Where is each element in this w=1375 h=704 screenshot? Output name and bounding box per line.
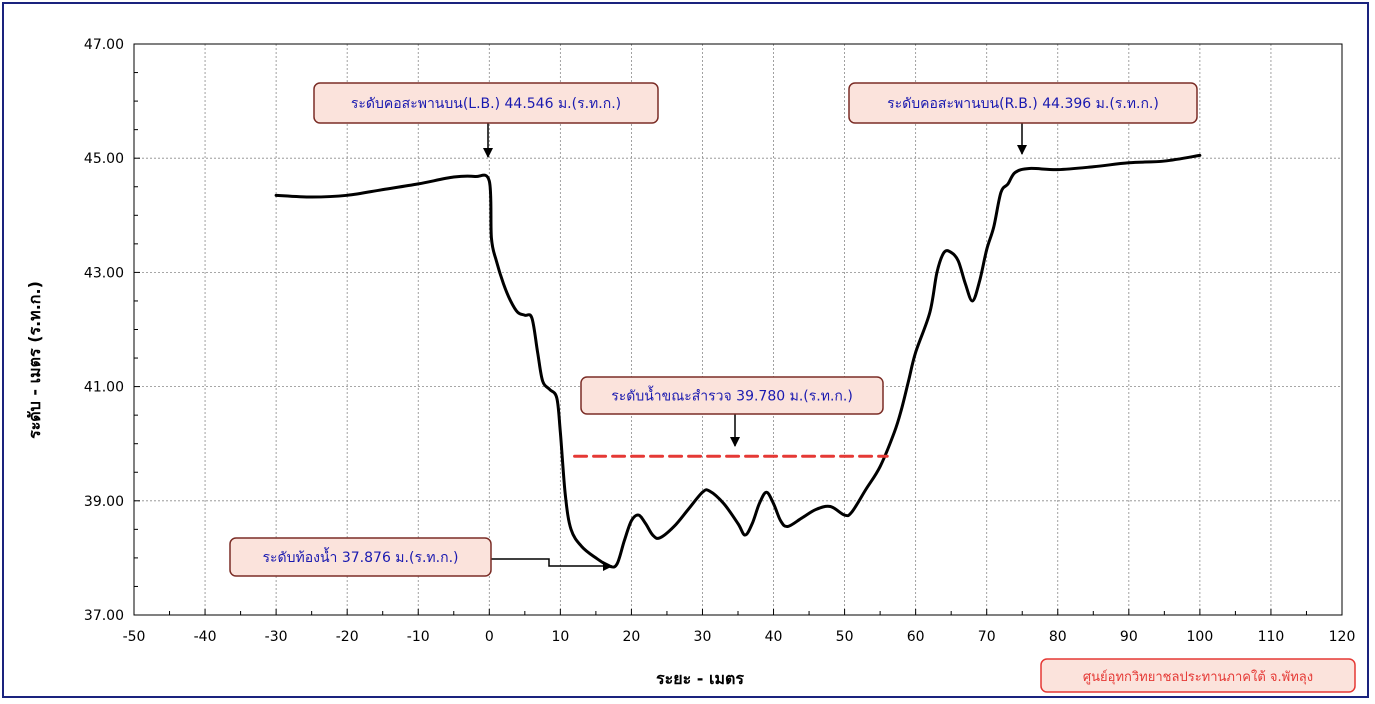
y-tick-label: 41.00	[84, 380, 124, 396]
y-tick-label: 47.00	[84, 37, 124, 53]
annotation-box: ระดับท้องน้ำ 37.876 ม.(ร.ท.ก.)	[229, 537, 492, 577]
annotation-label: ระดับน้ำขณะสำรวจ 39.780 ม.(ร.ท.ก.)	[611, 386, 853, 405]
x-tick-label: 120	[1329, 629, 1356, 645]
credit-label: ศูนย์อุทกวิทยาชลประทานภาคใต้ จ.พัทลุง	[1083, 669, 1313, 685]
annotation-box-frame	[848, 82, 1198, 124]
y-axis-title: ระดับ - เมตร (ร.ท.ก.)	[25, 281, 44, 439]
annotation-box-frame	[313, 82, 659, 124]
x-tick-label: -40	[194, 629, 217, 645]
y-tick-label: 37.00	[84, 608, 124, 624]
x-tick-label: -30	[265, 629, 288, 645]
annotation-label: ระดับคอสะพานบน(R.B.) 44.396 ม.(ร.ท.ก.)	[887, 96, 1159, 112]
credit-box-frame	[1040, 658, 1356, 693]
plot-area-border	[133, 43, 1343, 616]
x-tick-label: 20	[622, 629, 640, 645]
y-tick-label: 43.00	[84, 265, 124, 281]
x-tick-label: -10	[407, 629, 430, 645]
annotation-box-frame	[229, 537, 492, 577]
annotation-arrow	[491, 558, 613, 571]
y-tick-label: 39.00	[84, 494, 124, 510]
annotation-box-frame	[580, 376, 884, 415]
credit-box: ศูนย์อุทกวิทยาชลประทานภาคใต้ จ.พัทลุง	[1040, 658, 1356, 693]
annotation-label: ระดับท้องน้ำ 37.876 ม.(ร.ท.ก.)	[263, 547, 459, 566]
annotation-label: ระดับคอสะพานบน(L.B.) 44.546 ม.(ร.ท.ก.)	[351, 96, 621, 112]
annotation-boxes: ระดับคอสะพานบน(L.B.) 44.546 ม.(ร.ท.ก.) ระ…	[229, 82, 1198, 577]
x-axis-title: ระยะ - เมตร	[656, 669, 744, 688]
y-tick-labels: 37.00 39.00 41.00 43.00 45.00 47.00	[84, 37, 124, 624]
x-tick-label: 80	[1049, 629, 1067, 645]
x-tick-label: 0	[485, 629, 494, 645]
x-tick-labels: -50 -40 -30 -20 -10 0 10 20 30 40 50 60 70 80 90 100 110…	[123, 629, 1356, 645]
x-tick-label: 90	[1120, 629, 1138, 645]
cross-section-profile-line	[274, 153, 1202, 569]
grid-lines	[133, 43, 1343, 616]
axis-ticks	[133, 43, 1343, 616]
x-tick-label: 100	[1187, 629, 1214, 645]
x-tick-label: 30	[694, 629, 712, 645]
x-tick-label: 40	[765, 629, 783, 645]
annotation-box: ระดับคอสะพานบน(R.B.) 44.396 ม.(ร.ท.ก.)	[848, 82, 1198, 124]
x-tick-label: -50	[123, 629, 146, 645]
y-tick-label: 45.00	[84, 151, 124, 167]
series-group	[274, 153, 1202, 569]
x-tick-label: 50	[836, 629, 854, 645]
x-tick-label: 10	[551, 629, 569, 645]
x-tick-label: -20	[336, 629, 359, 645]
annotation-box: ระดับน้ำขณะสำรวจ 39.780 ม.(ร.ท.ก.)	[580, 376, 884, 415]
annotation-arrows	[483, 123, 1027, 571]
annotation-box: ระดับคอสะพานบน(L.B.) 44.546 ม.(ร.ท.ก.)	[313, 82, 659, 124]
x-tick-label: 70	[978, 629, 996, 645]
x-tick-label: 60	[907, 629, 925, 645]
x-tick-label: 110	[1258, 629, 1285, 645]
